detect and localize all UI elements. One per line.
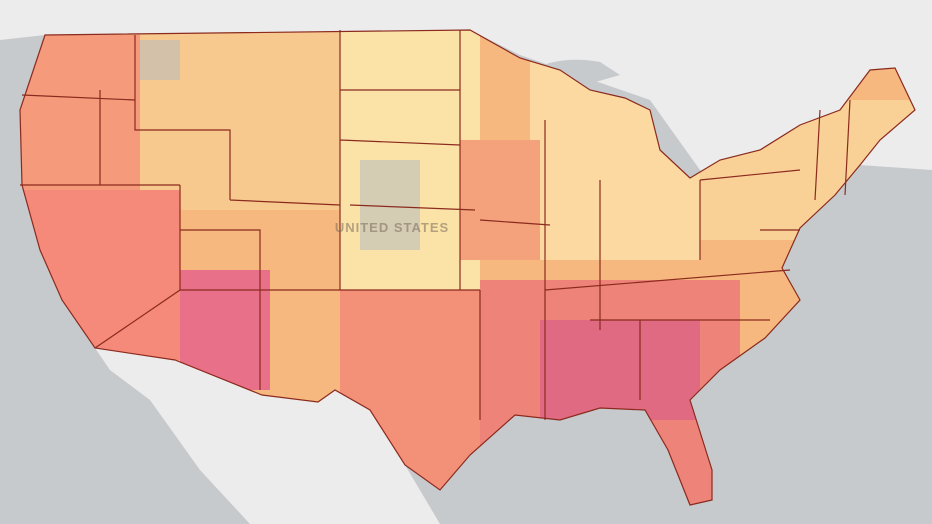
no-data-area [360,160,420,250]
pacific-nw-region [20,35,140,195]
lake-superior [532,59,620,85]
canada [0,0,932,228]
deep-south-region [540,320,700,420]
us-outline [19,29,916,506]
mexico [95,348,440,524]
country-label: UNITED STATES [335,220,449,235]
state-borders [19,29,916,506]
no-data-area [140,40,180,80]
iowa-missouri-region [460,140,540,260]
